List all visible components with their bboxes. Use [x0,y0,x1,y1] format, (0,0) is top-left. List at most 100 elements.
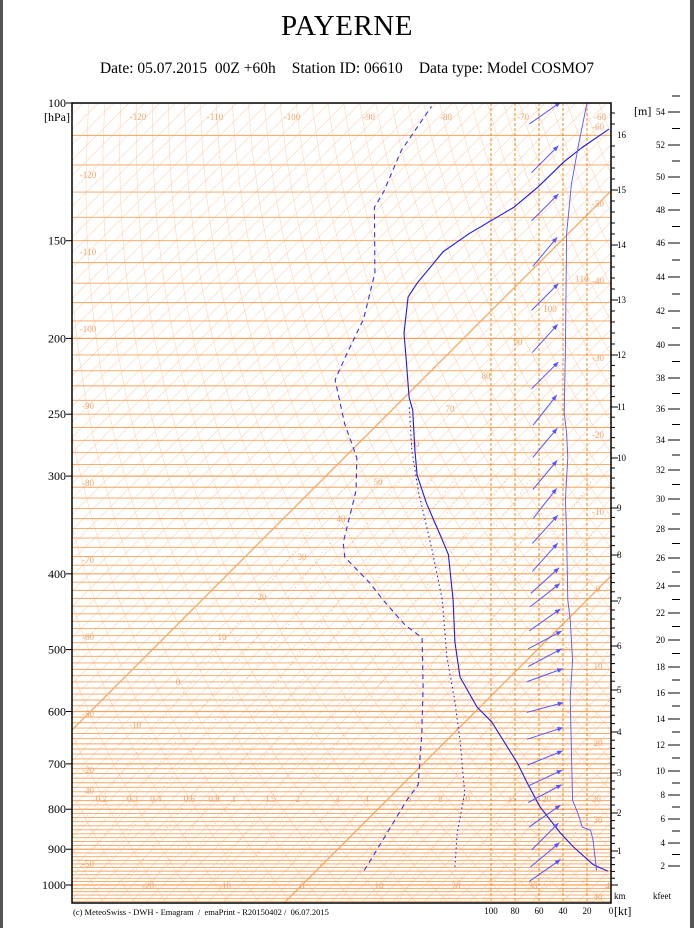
window-edge-right [690,0,694,928]
wind-arrow-head [554,103,561,108]
isotherm-line [72,205,611,746]
isotherm-line [72,190,611,731]
wind-arrow-shaft [529,859,561,882]
mixing-ratio-line [338,507,611,903]
wind-arrow-head [551,395,557,401]
wind-arrow-shaft [527,784,563,803]
mixing-ratio-line [75,475,405,903]
wind-arrow [527,769,563,787]
temperature-tick-label: 30 [529,881,539,891]
axes: 100 80 60 40 20 01001502002503004005006007008… [42,95,680,916]
mixing-ratio-label: 1.5 [265,794,277,804]
isotherm-label: -100 [80,324,97,334]
chart-title: PAYERNE [281,10,413,42]
wind-arrow-head [552,145,559,152]
isotherm-line [72,103,84,115]
mixing-ratio-line [72,475,384,879]
isotherm-label: 20 [594,738,604,748]
wind-arrow [529,103,561,125]
wind-arrow [530,842,560,868]
isotherm-line [72,103,346,377]
dotted-curve [408,407,466,867]
isotherm-line [72,128,611,669]
meters-axis-label: [m] [634,104,651,118]
isotherm-line [72,103,361,392]
dry-adiabat-label: 90 [514,337,524,347]
kfeet-tick-label: 26 [656,553,666,563]
wind-arrow-shaft [529,608,561,632]
dry-adiabat-line [72,901,73,903]
wind-arrow-head [555,631,562,636]
kfeet-tick-label: 52 [656,140,665,150]
wind-arrow-shaft [526,702,564,713]
wind-arrow-head [552,193,559,200]
temperature-tick-label: 10 [375,881,385,891]
plot-frame [71,102,612,904]
kfeet-tick-label: 28 [656,524,666,534]
dry-adiabat-line [663,103,694,905]
wind-arrow [531,361,559,390]
kfeet-tick-label: 2 [661,861,666,871]
wind-arrow-shaft [527,769,563,787]
isotherm-label: -50 [82,709,94,719]
wind-arrow-shaft [530,567,560,594]
isotherm-label: 30 [594,815,604,825]
isotherm-line [72,103,269,300]
isotherm-line [72,103,500,531]
wind-arrow-shaft [532,236,558,267]
wind-arrow [531,514,559,544]
chart-subtitle: Date: 05.07.2015 00Z +60h Station ID: 066… [0,60,694,78]
km-tick-label: 2 [617,808,622,818]
kfeet-tick-label: 6 [661,814,666,824]
isotherm-line [72,103,423,454]
isotherm-label: -90 [82,401,94,411]
dry-adiabat-line [72,733,167,903]
mixing-ratio-label: 20 [542,794,552,804]
km-tick-label: 16 [617,130,627,140]
temperature-tick-label: 40 [606,881,616,891]
mixing-ratio-line [293,475,596,903]
wind-arrow [531,542,559,572]
dry-adiabat-line [0,103,11,905]
isotherm-label: -50 [592,199,604,209]
dry-adiabat-line [72,847,105,903]
isotherm-line [422,714,611,903]
isotherm-line [72,103,222,254]
wind-arrow-head [552,324,558,330]
wind-arrow-head [557,701,564,707]
isotherm-label: -40 [82,786,94,796]
isotherm-label: -60 [592,122,604,132]
pressure-tick-label: 800 [48,802,66,816]
wind-arrow-head [557,727,564,732]
wind-arrow-head [554,805,561,811]
kfeet-axis-label: kfeet [653,891,671,901]
mixing-ratio-label: 2 [295,794,300,804]
dry-adiabat-line [0,103,42,905]
temperature-curve [403,128,610,872]
wind-arrow-shaft [527,630,563,650]
temperature-tick-label: 20 [452,881,462,891]
isotherm-line [406,698,611,903]
kfeet-tick-label: 10 [656,766,666,776]
isotherm-line [72,298,611,839]
kfeet-tick-label: 38 [656,373,666,383]
wind-arrow-head [554,859,561,865]
km-tick-label: 6 [617,641,622,651]
wind-arrow [532,488,558,519]
pressure-tick-label: 100 [48,96,66,110]
km-tick-label: 4 [617,727,622,737]
isotherm-line [72,282,611,823]
isotherm-line [72,103,238,269]
mixing-ratio-line [156,475,476,903]
kfeet-tick-label: 50 [656,172,666,182]
isotherm-label: -40 [592,276,604,286]
isotherm-line [72,103,315,346]
window-edge-left [0,0,3,928]
wind-speed-tick-label: 80 [511,906,521,916]
dry-adiabat-line [72,433,292,903]
isotherm-line [72,103,392,423]
wind-arrow-head [555,648,562,654]
dry-adiabat-label: 10 [218,632,228,642]
kfeet-tick-label: 42 [656,306,665,316]
